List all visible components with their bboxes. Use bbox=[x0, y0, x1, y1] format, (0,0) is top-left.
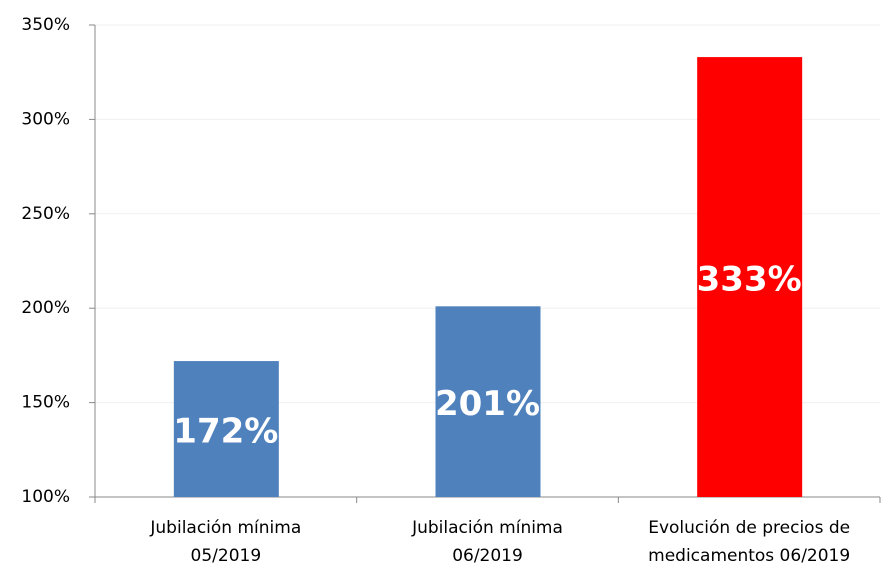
x-tick-label: Evolución de precios de bbox=[648, 518, 850, 538]
value-label: 201% bbox=[435, 384, 540, 424]
bar bbox=[697, 57, 803, 497]
bar bbox=[173, 361, 279, 497]
y-tick-label: 200% bbox=[21, 298, 70, 318]
bar bbox=[435, 306, 541, 497]
x-tick-label: Jubilación mínima bbox=[411, 518, 563, 538]
value-label: 333% bbox=[697, 260, 802, 300]
y-tick-label: 350% bbox=[21, 15, 70, 35]
y-tick-label: 300% bbox=[21, 109, 70, 129]
value-label: 172% bbox=[173, 412, 278, 452]
x-tick-label: 05/2019 bbox=[191, 546, 262, 566]
x-tick-label: Jubilación mínima bbox=[149, 518, 301, 538]
y-tick-label: 250% bbox=[21, 204, 70, 224]
x-tick-label: medicamentos 06/2019 bbox=[648, 546, 850, 566]
y-tick-label: 100% bbox=[21, 487, 70, 507]
x-tick-label: 06/2019 bbox=[452, 546, 523, 566]
y-tick-label: 150% bbox=[21, 393, 70, 413]
